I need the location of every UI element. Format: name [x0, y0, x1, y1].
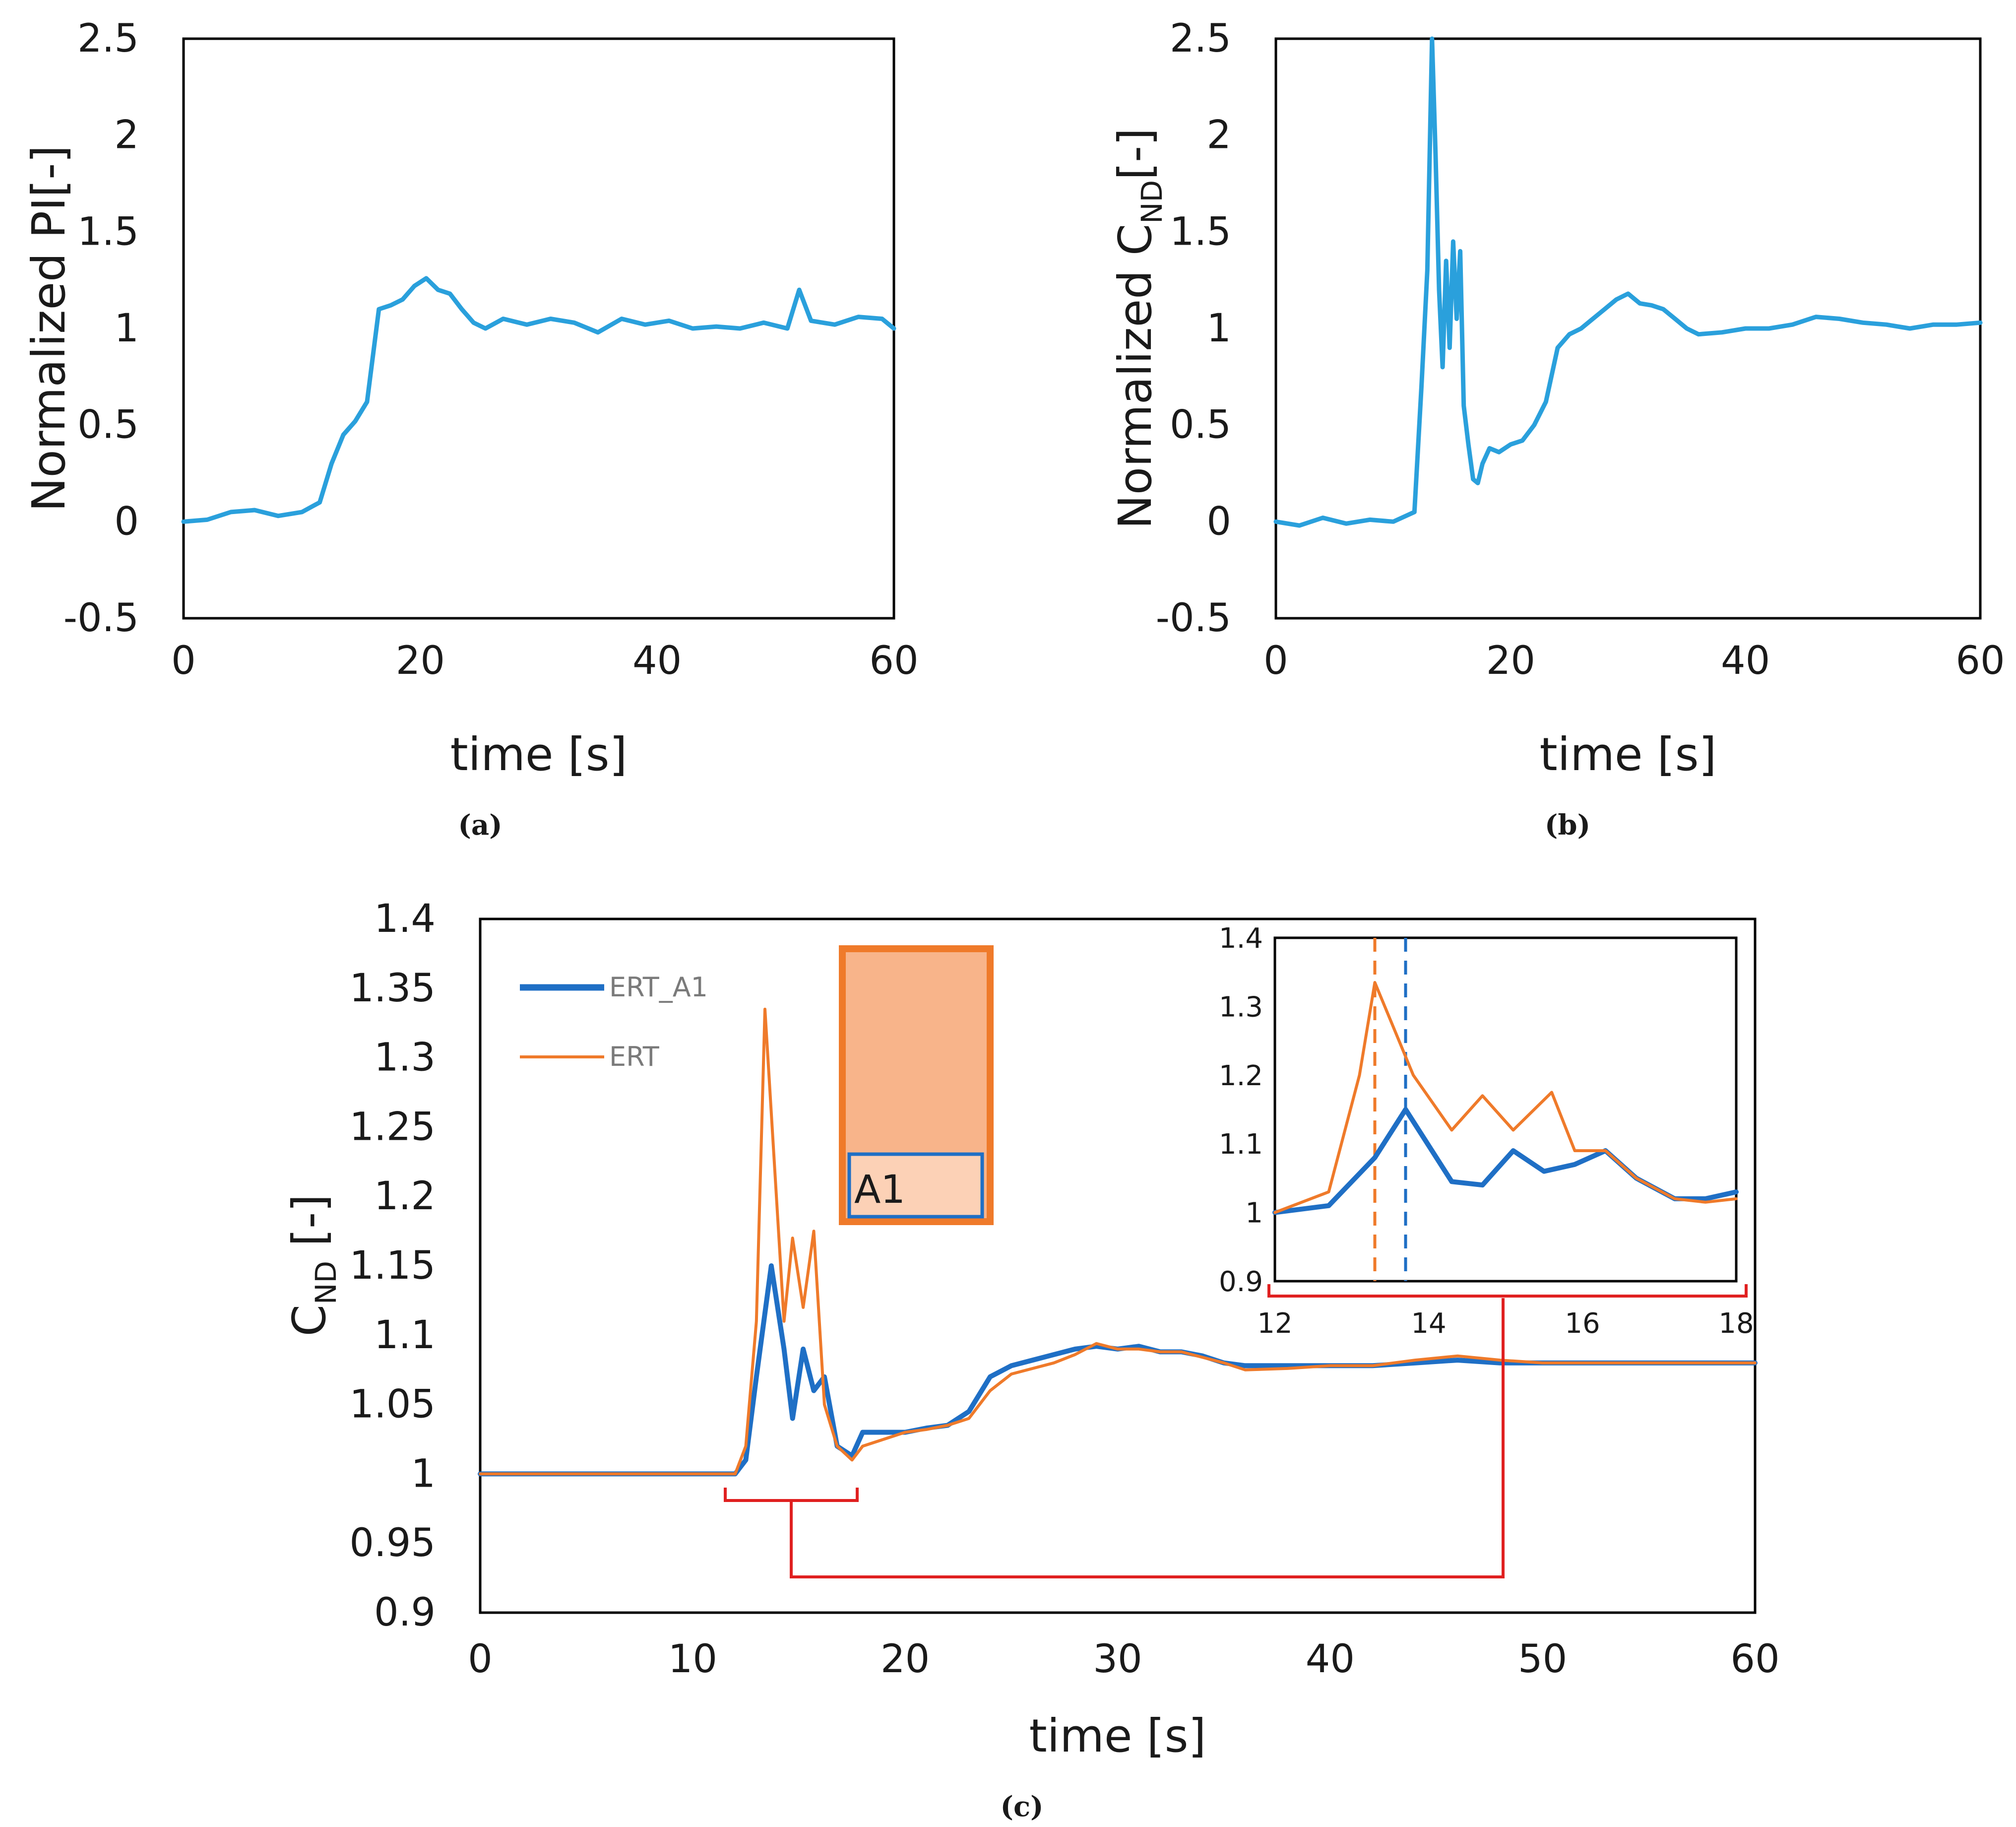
c-y-tick-label: 1: [411, 1451, 436, 1496]
zoom-bracket-main: [724, 1298, 1505, 1578]
inset-y-ticks: 0.9 1 1.1 1.2 1.3 1.4: [1219, 922, 1263, 1298]
panel-c-y-ticks: 0.9 0.95 1 1.05 1.1 1.15 1.2 1.25 1.3 1.35 1.4: [349, 897, 436, 1635]
c-y-tick-label: 1.05: [349, 1382, 436, 1427]
b-x-tick-label: 60: [1955, 639, 2005, 683]
c-x-tick-label: 20: [881, 1637, 930, 1682]
panel-c-plot-frame: [479, 917, 1757, 1614]
panel-b-y-ticks: -0.5 0 0.5 1 1.5 2 2.5: [1156, 16, 1231, 641]
c-y-tick-label: 0.9: [374, 1590, 436, 1635]
panel-a-x-axis-title: time [s]: [450, 728, 628, 781]
panel-b-y-axis-title-suffix: [-]: [1109, 128, 1162, 180]
panel-a-y-ticks: -0.5 0 0.5 1 1.5 2 2.5: [63, 16, 139, 641]
b-y-tick-label: 0: [1206, 499, 1231, 544]
panel-b-y-axis-title-sub: ND: [1135, 180, 1169, 224]
b-y-tick-label: 0.5: [1170, 403, 1231, 448]
zoom-bracket-inset: [1267, 1284, 1748, 1298]
inset-series-line-ert: [1273, 981, 1738, 1214]
panel-b-x-axis-title: time [s]: [1540, 728, 1717, 781]
region-schematic-a1-label: A1: [854, 1168, 905, 1212]
c-y-tick-label: 1.4: [374, 897, 436, 941]
panel-b-caption: (b): [1545, 809, 1590, 842]
panel-c-x-axis-title: time [s]: [1029, 1709, 1206, 1762]
a-x-tick-label: 0: [171, 639, 196, 683]
panel-c-y-axis-title-sub: ND: [309, 1261, 343, 1305]
region-schematic-a1-box: [847, 1152, 984, 1219]
panel-a: -0.5 0 0.5 1 1.5 2 2.5 0 20 40 60 time [s] Normal…: [22, 16, 919, 842]
c-y-tick-label: 1.1: [374, 1313, 436, 1358]
c-x-tick-label: 10: [668, 1637, 717, 1682]
panel-b-y-axis-title-main: Normalized C: [1109, 224, 1162, 529]
c-y-tick-label: 1.2: [374, 1174, 436, 1219]
inset-y-tick-label: 1.3: [1219, 991, 1263, 1023]
legend-label-ert: ERT: [609, 1041, 660, 1072]
panel-c-caption: (c): [1000, 1790, 1043, 1823]
a-y-tick-label: 2.5: [77, 16, 139, 61]
inset-y-tick-label: 0.9: [1219, 1266, 1263, 1298]
inset-x-tick-label: 12: [1257, 1307, 1292, 1340]
b-x-tick-label: 0: [1263, 639, 1288, 683]
b-y-tick-label: -0.5: [1156, 596, 1231, 641]
a-y-tick-label: 0.5: [77, 403, 139, 448]
c-x-tick-label: 40: [1306, 1637, 1355, 1682]
panel-b-plot-frame: [1274, 37, 1982, 620]
inset-series: [1272, 938, 1739, 1281]
inset-x-ticks: 12 14 16 18: [1257, 1307, 1754, 1340]
panel-a-series: [181, 276, 896, 524]
panel-b-y-axis-title: Normalized CND[-]: [1109, 128, 1169, 529]
panel-c-y-axis-title-suffix: [-]: [283, 1194, 336, 1261]
b-x-tick-label: 40: [1721, 639, 1770, 683]
b-y-tick-label: 2.5: [1170, 16, 1231, 61]
legend-label-ert-a1: ERT_A1: [609, 972, 708, 1003]
c-x-tick-label: 60: [1730, 1637, 1779, 1682]
a-y-tick-label: 0: [114, 499, 139, 544]
c-x-tick-label: 30: [1093, 1637, 1142, 1682]
a-x-tick-label: 60: [869, 639, 918, 683]
panel-c-y-axis-title: CND [-]: [283, 1194, 343, 1337]
c-x-tick-label: 50: [1518, 1637, 1567, 1682]
panel-b-x-ticks: 0 20 40 60: [1263, 639, 2005, 683]
c-series-line-ert-a1: [478, 1263, 1758, 1477]
c-y-tick-label: 1.15: [349, 1243, 436, 1288]
inset-y-tick-label: 1.1: [1219, 1128, 1263, 1161]
b-y-tick-label: 1.5: [1170, 209, 1231, 254]
inset-x-tick-label: 16: [1565, 1307, 1600, 1340]
region-schematic: A1: [839, 945, 994, 1225]
inset-y-tick-label: 1: [1245, 1197, 1263, 1230]
inset-x-tick-label: 14: [1411, 1307, 1446, 1340]
a-x-tick-label: 20: [396, 639, 445, 683]
c-y-tick-label: 1.3: [374, 1036, 436, 1080]
panel-c-y-axis-title-main: C: [283, 1305, 336, 1336]
panel-a-caption: (a): [458, 809, 502, 842]
c-series-line-ert: [479, 1007, 1757, 1476]
inset-plot-frame: [1273, 936, 1738, 1283]
panel-a-x-ticks: 0 20 40 60: [171, 639, 918, 683]
panel-a-y-axis-title: Normalized PI[-]: [22, 145, 75, 512]
a-y-tick-label: -0.5: [63, 596, 139, 641]
panel-c-x-ticks: 0 10 20 30 40 50 60: [468, 1637, 1779, 1682]
inset-x-tick-label: 18: [1718, 1307, 1754, 1340]
panel-b: -0.5 0 0.5 1 1.5 2 2.5 0 20 40 60 time [s] Normal…: [1109, 16, 2005, 842]
a-x-tick-label: 40: [632, 639, 682, 683]
c-x-tick-label: 0: [468, 1637, 493, 1682]
a-y-tick-label: 1.5: [77, 209, 139, 254]
a-y-tick-label: 2: [114, 113, 139, 158]
c-y-tick-label: 1.25: [349, 1105, 436, 1149]
c-y-tick-label: 0.95: [349, 1521, 436, 1566]
b-x-tick-label: 20: [1486, 639, 1535, 683]
c-y-tick-label: 1.35: [349, 966, 436, 1011]
panel-c-legend: ERT_A1 ERT: [520, 972, 708, 1072]
panel-c-series: [478, 1007, 1758, 1477]
a-series-line-pi: [181, 276, 896, 524]
b-y-tick-label: 1: [1206, 306, 1231, 351]
inset-y-tick-label: 1.4: [1219, 922, 1263, 955]
panel-b-series: [1273, 36, 1983, 528]
inset-y-tick-label: 1.2: [1219, 1060, 1263, 1092]
b-y-tick-label: 2: [1206, 113, 1231, 158]
b-series-line-cnd: [1273, 36, 1983, 528]
a-y-tick-label: 1: [114, 306, 139, 351]
